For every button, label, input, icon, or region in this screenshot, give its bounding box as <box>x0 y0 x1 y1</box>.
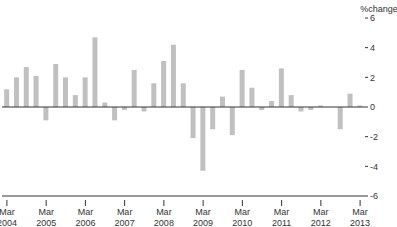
svg-text:4: 4 <box>370 43 375 53</box>
svg-text:2: 2 <box>370 73 375 83</box>
svg-text:0: 0 <box>370 102 375 112</box>
svg-text:Mar2004: Mar2004 <box>8 207 17 227</box>
svg-text:-6: -6 <box>370 191 378 201</box>
svg-text:%change: %change <box>360 4 389 14</box>
svg-text:Mar2007: Mar2007 <box>115 207 135 227</box>
svg-text:Mar2012: Mar2012 <box>311 207 331 227</box>
svg-text:Mar2011: Mar2011 <box>272 207 291 227</box>
svg-text:Mar2010: Mar2010 <box>232 207 252 227</box>
svg-text:Mar2005: Mar2005 <box>36 207 56 227</box>
svg-text:Mar2008: Mar2008 <box>154 207 174 227</box>
svg-text:6: 6 <box>370 13 375 23</box>
svg-text:-4: -4 <box>370 162 378 172</box>
svg-text:-2: -2 <box>370 132 378 142</box>
svg-text:Mar2009: Mar2009 <box>193 207 213 227</box>
svg-text:Mar2013: Mar2013 <box>350 207 370 227</box>
svg-text:Mar2006: Mar2006 <box>75 207 95 227</box>
